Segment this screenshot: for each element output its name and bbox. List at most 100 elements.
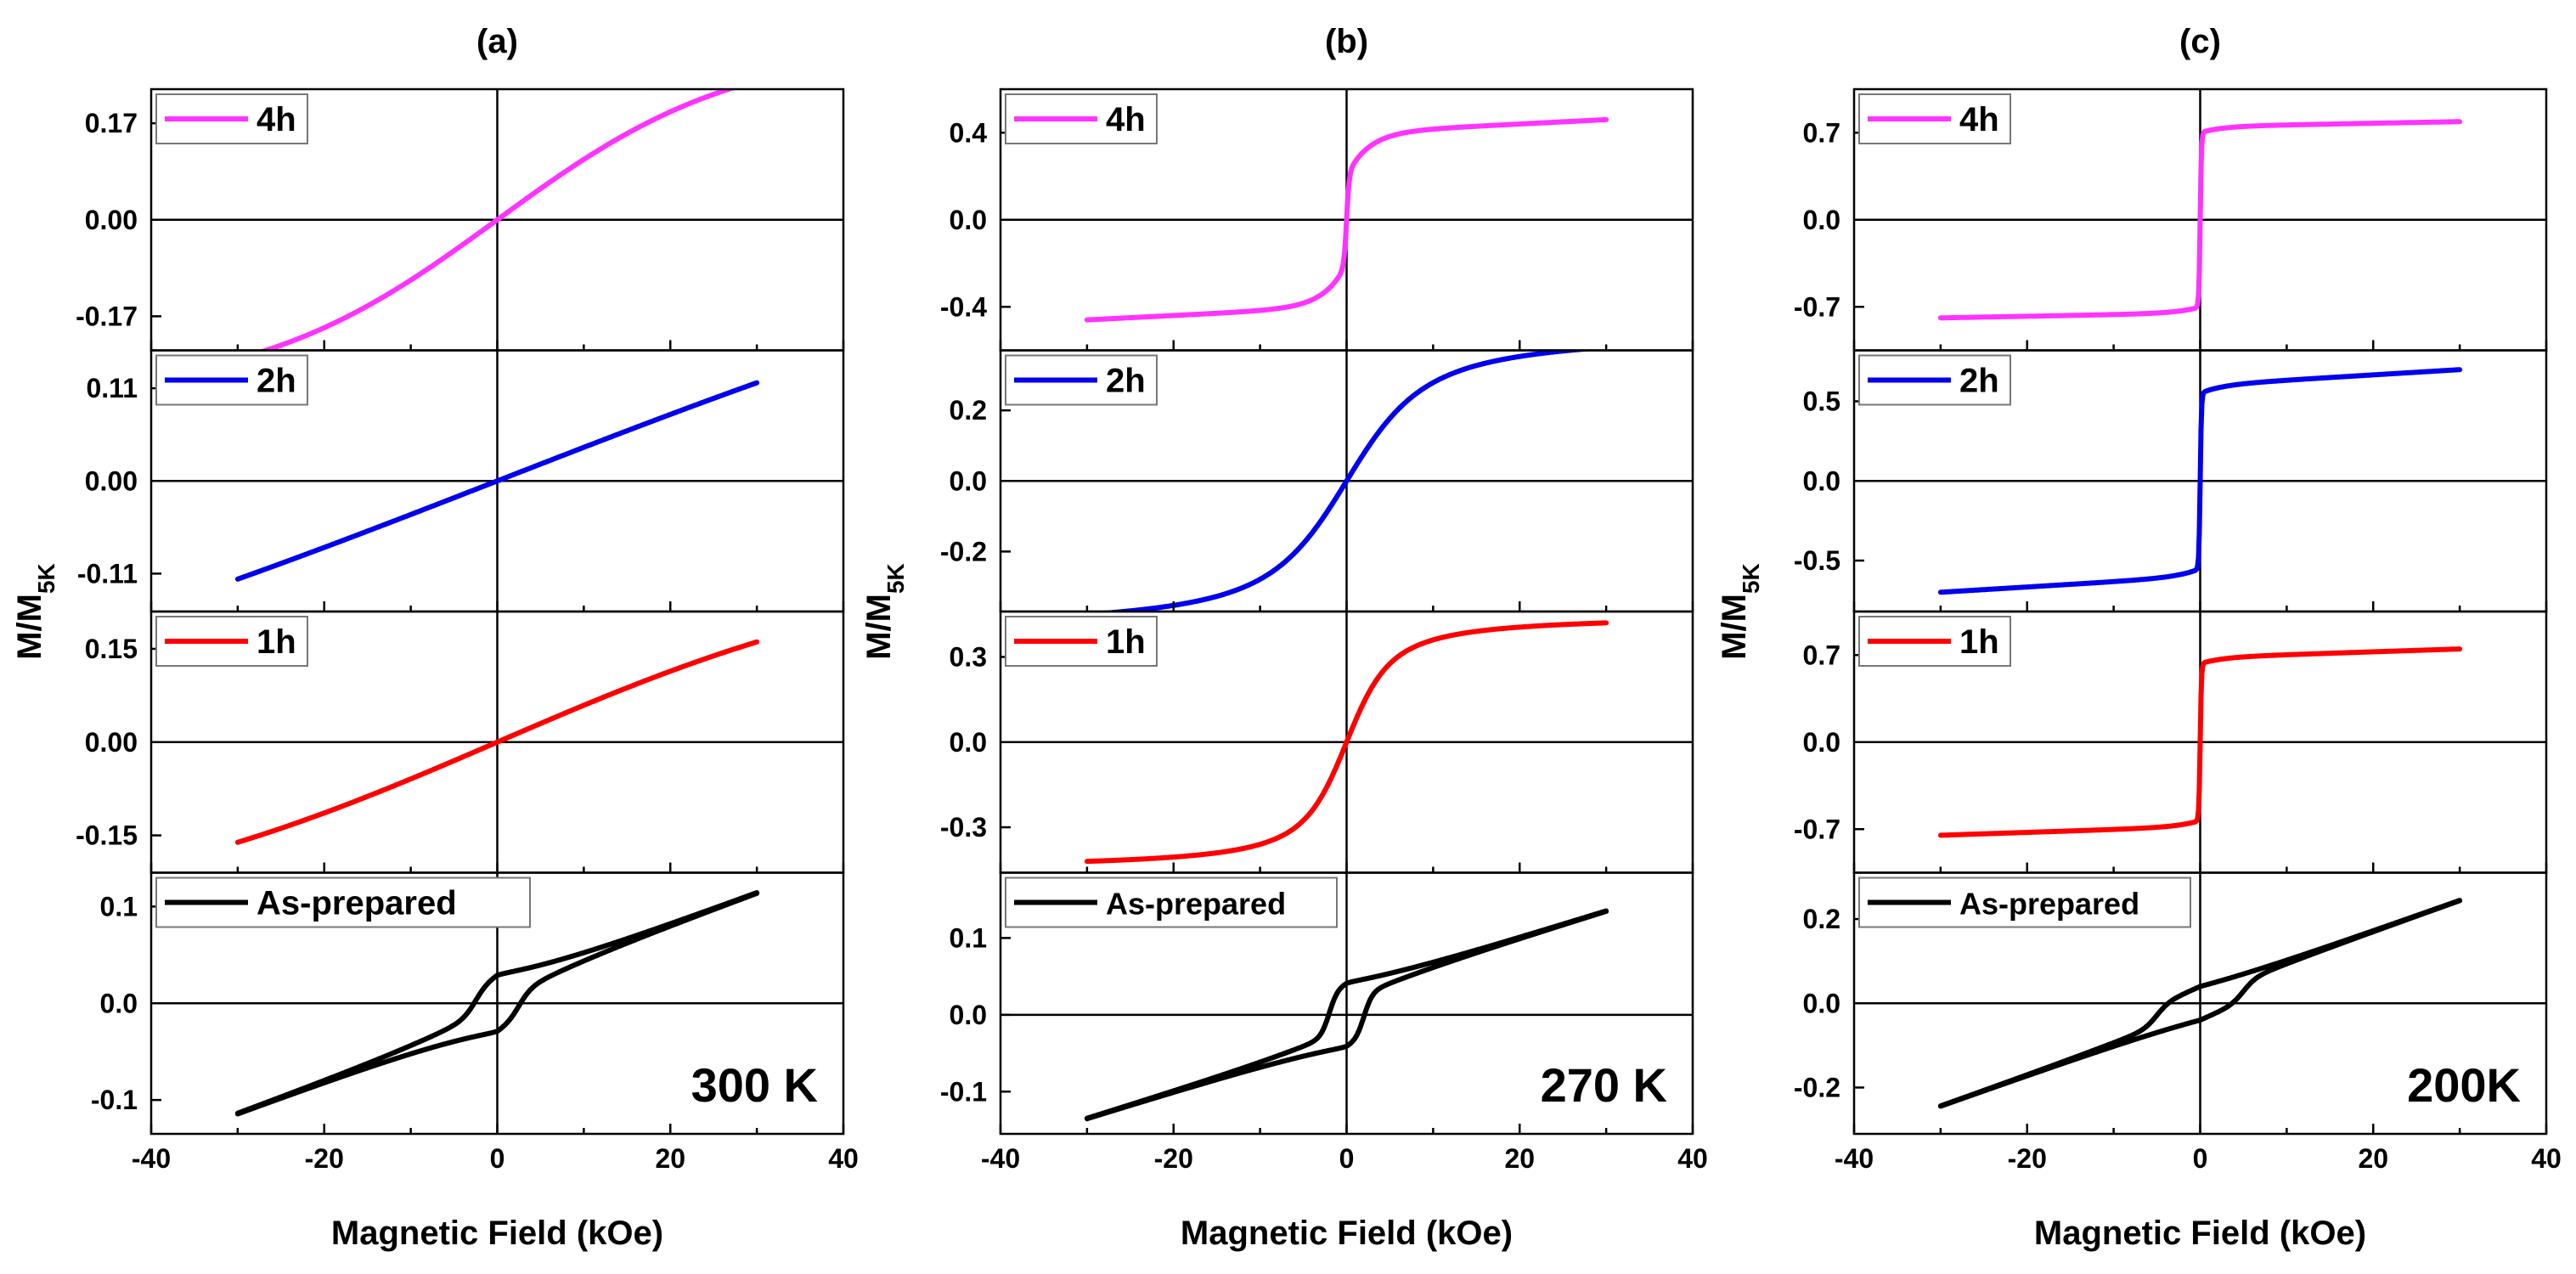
series-line-1h [1084, 620, 1609, 865]
x-tick-label: 20 [655, 1143, 685, 1174]
legend: 1h [1858, 616, 2011, 667]
legend: 4h [155, 93, 308, 144]
y-tick-label: 0.0 [950, 205, 987, 235]
series-line-1h [234, 639, 760, 845]
y-tick-label: 0.15 [85, 634, 138, 664]
y-tick-label: -0.1 [940, 1076, 987, 1107]
legend-label: 1h [1106, 623, 1146, 661]
y-tick-label: 0.0 [950, 727, 987, 758]
x-tick-label: 40 [828, 1143, 859, 1174]
y-tick-label: -0.7 [1794, 814, 1840, 844]
legend: 2h [1005, 354, 1158, 406]
x-tick-label: -20 [1154, 1143, 1193, 1174]
y-tick-label: 0.4 [950, 117, 988, 148]
y-axis-title: M/M5K [1716, 563, 1764, 660]
legend-label: 2h [1106, 363, 1146, 400]
subplot-a-2: 0.15 0.00 -0.15 1h [76, 610, 845, 874]
y-tick-label: 0.11 [86, 373, 138, 403]
y-tick-label: 0.7 [1803, 640, 1840, 670]
subplot-c-2: 0.7 0.0 -0.7 1h [1794, 610, 2548, 874]
x-tick-label: 40 [1677, 1143, 1708, 1174]
y-tick-label: 0.1 [100, 891, 138, 922]
series-line-4h [257, 89, 737, 351]
y-tick-label: -0.1 [91, 1085, 138, 1115]
y-tick-label: 0.2 [1803, 904, 1840, 934]
x-tick-label: 40 [2531, 1143, 2562, 1174]
subplot-c-3: 0.2 0.0 -0.2 As-prepared [1794, 871, 2548, 1136]
y-tick-label: 0.17 [85, 108, 138, 138]
legend-label: 4h [256, 101, 296, 138]
subplot-b-0: 0.4 0.0 -0.4 4h [940, 87, 1694, 352]
y-tick-label: 0.00 [85, 727, 138, 758]
x-tick-label: -20 [2008, 1143, 2047, 1174]
legend: As-prepared [1858, 877, 2191, 928]
legend-label: 2h [256, 363, 296, 400]
x-axis-title: Magnetic Field (kOe) [331, 1215, 663, 1252]
y-tick-label: 0.0 [1803, 988, 1840, 1018]
legend: 1h [1005, 616, 1158, 667]
legend: 2h [155, 354, 308, 406]
series-line-2h [1937, 367, 2463, 595]
y-tick-label: -0.2 [940, 536, 987, 567]
legend-label: As-prepared [1106, 887, 1286, 922]
subplot-c-1: 0.5 0.0 -0.5 2h [1794, 349, 2548, 613]
series-line-2h [234, 380, 760, 582]
y-tick-label: 0.0 [1803, 727, 1840, 758]
y-tick-label: -0.15 [76, 820, 138, 851]
y-tick-label: -0.3 [940, 812, 987, 843]
y-tick-label: 0.0 [950, 1000, 987, 1030]
legend: 4h [1005, 93, 1158, 144]
panel-a: (a)M/M5K0.170.00-0.174h0.110.00-0.112h0.… [11, 23, 859, 1252]
subplot-a-0: 0.17 0.00 -0.17 4h [76, 87, 845, 352]
y-axis-title: M/M5K [860, 563, 909, 660]
series-line-as-prepared [1084, 908, 1609, 1122]
subplot-a-1: 0.11 0.00 -0.11 2h [77, 349, 845, 613]
y-tick-label: -0.17 [76, 301, 138, 331]
y-tick-label: 0.1 [950, 922, 987, 953]
legend-label: 4h [1959, 101, 1999, 138]
subplot-b-2: 0.3 0.0 -0.3 1h [940, 610, 1694, 874]
temperature-label: 300 K [691, 1058, 818, 1112]
y-tick-label: 0.0 [1803, 465, 1840, 496]
series-line-4h [1084, 116, 1609, 323]
x-tick-label: -20 [305, 1143, 344, 1174]
series-line-4h [1937, 119, 2463, 321]
x-tick-label: -40 [132, 1143, 171, 1174]
y-tick-label: 0.0 [950, 465, 987, 496]
x-tick-label: 0 [490, 1143, 505, 1174]
y-tick-label: 0.0 [1803, 205, 1840, 235]
legend: 1h [155, 616, 308, 667]
legend-label: 4h [1106, 101, 1146, 138]
temperature-label: 270 K [1541, 1058, 1667, 1112]
y-tick-label: -0.5 [1794, 545, 1840, 576]
panel-label: (a) [476, 23, 518, 60]
y-tick-label: -0.4 [940, 291, 987, 322]
panel-label: (b) [1325, 23, 1368, 60]
panel-label: (c) [2179, 23, 2221, 60]
y-tick-label: 0.2 [950, 395, 987, 426]
x-tick-label: -40 [981, 1143, 1020, 1174]
x-axis-title: Magnetic Field (kOe) [2034, 1215, 2366, 1252]
y-tick-label: -0.2 [1794, 1072, 1840, 1102]
y-tick-label: -0.11 [77, 558, 138, 589]
y-tick-label: -0.7 [1794, 291, 1840, 322]
y-tick-label: 0.7 [1803, 117, 1840, 148]
legend-label: As-prepared [256, 885, 457, 922]
y-tick-label: 0.3 [950, 641, 987, 672]
y-tick-label: 0.00 [85, 465, 138, 496]
series-line-1h [1937, 646, 2463, 838]
x-tick-label: 20 [2358, 1143, 2388, 1174]
y-tick-label: 0.00 [85, 205, 138, 235]
series-line-as-prepared [1937, 898, 2463, 1109]
subplot-a-3: 0.1 0.0 -0.1 As-prepared [91, 871, 845, 1136]
panel-c: (c) M/M5K 0.7 0.0 -0.7 4h 0.5 0.0 -0.5 2h 0.7 0.0 -0… [1716, 23, 2562, 1252]
subplot-b-1: 0.2 0.0 -0.2 2h [940, 349, 1694, 613]
legend: 2h [1858, 354, 2011, 406]
legend-label: As-prepared [1959, 887, 2139, 922]
y-tick-label: 0.0 [100, 988, 138, 1018]
y-axis-title: M/M5K [11, 563, 59, 660]
x-axis-title: Magnetic Field (kOe) [1181, 1215, 1513, 1252]
x-tick-label: -40 [1835, 1143, 1874, 1174]
legend: As-prepared [155, 877, 531, 928]
